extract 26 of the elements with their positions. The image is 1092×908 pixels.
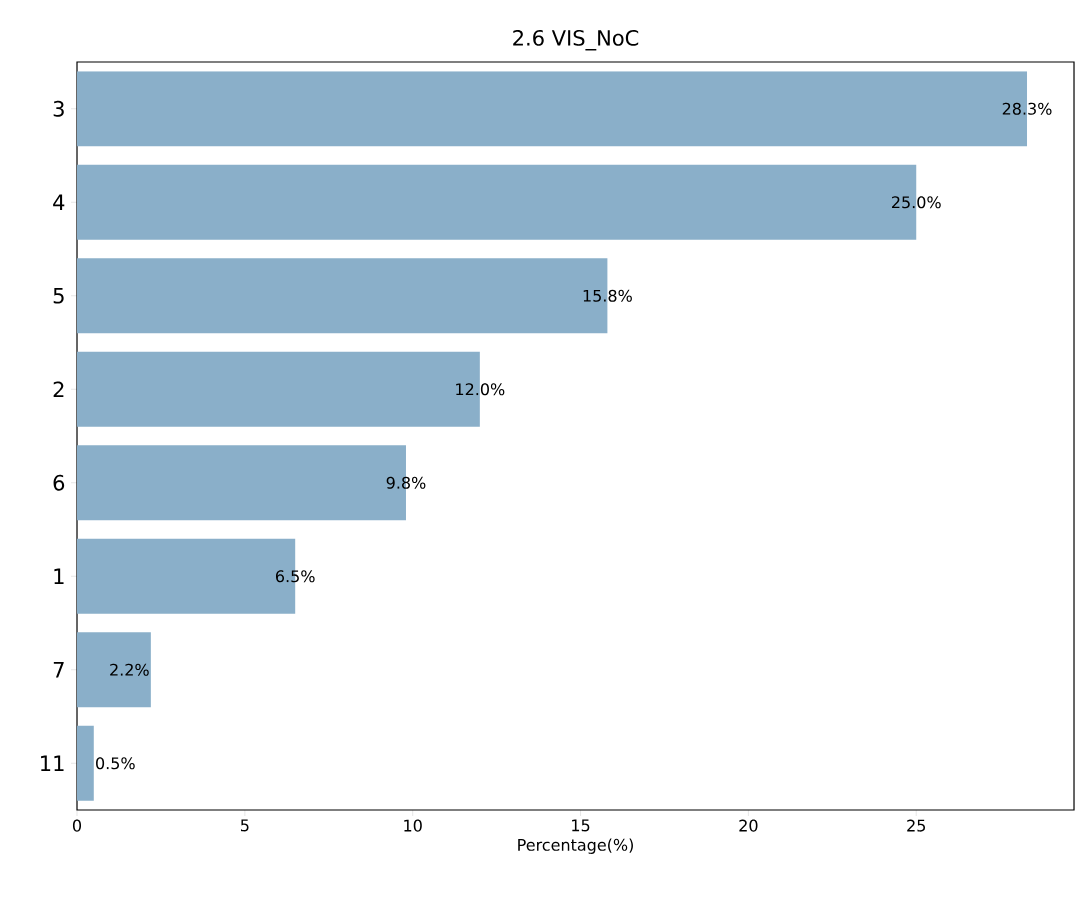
data-label: 0.5% [96, 757, 135, 770]
x-axis-title: Percentage(%) [518, 838, 633, 854]
x-tick-label: 15 [572, 819, 590, 832]
y-tick-label: 3 [53, 100, 64, 117]
data-label: 9.8% [386, 476, 426, 489]
data-label: 12.0% [456, 383, 505, 396]
data-label: 28.3% [1002, 102, 1052, 115]
x-tick-label: 10 [404, 819, 422, 832]
x-tick-label: 0 [72, 819, 82, 832]
y-tick-label: 4 [53, 194, 65, 210]
y-tick-label: 5 [53, 287, 64, 304]
data-label: 6.5% [275, 570, 315, 583]
bar [77, 632, 151, 708]
x-tick-label: 20 [739, 819, 758, 832]
x-tick-label: 5 [241, 819, 249, 832]
chart-title: 2.6 VIS_NoC [513, 29, 639, 51]
bar [77, 725, 94, 801]
y-tick-label: 6 [53, 474, 65, 491]
y-tick-label: 7 [53, 662, 64, 678]
y-tick-label: 11 [41, 755, 64, 771]
data-label: 15.8% [583, 289, 632, 302]
data-label: 2.2% [110, 663, 149, 676]
y-tick-label: 1 [54, 568, 64, 584]
x-tick-label: 25 [907, 819, 926, 832]
y-tick-label: 2 [53, 381, 64, 398]
data-label: 25.0% [892, 196, 941, 209]
